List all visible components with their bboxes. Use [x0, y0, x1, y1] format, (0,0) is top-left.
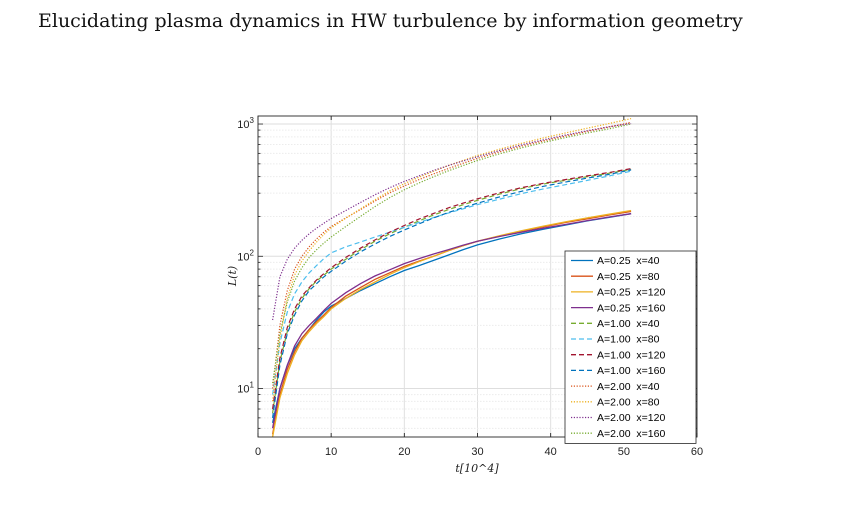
x-tick-label: 0 [255, 446, 261, 458]
y-tick-label-exponent: 2 [250, 248, 255, 257]
x-tick-label: 40 [545, 446, 557, 458]
y-tick-label-exponent: 3 [250, 116, 255, 125]
y-tick-label-base: 10 [237, 251, 249, 263]
legend-entry-label: A=2.00 x=160 [597, 428, 665, 440]
legend-entry-label: A=2.00 x=80 [597, 397, 660, 409]
x-tick-label: 20 [398, 446, 410, 458]
y-axis-title: L(t) [226, 266, 239, 287]
axis-ticks [257, 116, 698, 437]
legend-entry-label: A=1.00 x=120 [597, 349, 665, 361]
y-tick-label: 101 [237, 381, 254, 396]
series-line-6 [272, 170, 632, 395]
legend-box [564, 250, 697, 444]
series-line-5 [272, 168, 632, 414]
series-line-10 [272, 118, 632, 402]
x-tick-label: 30 [471, 446, 483, 458]
legend-entry-label: A=2.00 x=120 [597, 412, 665, 424]
series-lines [271, 118, 632, 438]
legend-entry-label: A=0.25 x=40 [597, 255, 660, 267]
y-tick-label-base: 10 [237, 119, 249, 131]
series-line-8 [272, 169, 632, 418]
legend-entry-label: A=0.25 x=160 [597, 302, 665, 314]
series-line-4 [271, 213, 632, 429]
x-tick-label: 60 [691, 446, 703, 458]
legend-entry-label: A=2.00 x=40 [597, 381, 660, 393]
y-axis-title-text: L(t) [226, 266, 239, 287]
y-tick-label: 103 [237, 116, 254, 131]
y-tick-label-base: 10 [237, 384, 249, 396]
series-line-3 [271, 209, 632, 438]
legend-entry-label: A=0.25 x=120 [597, 287, 665, 299]
legend-entry-label: A=1.00 x=80 [597, 334, 660, 346]
legend-entry-label: A=0.25 x=80 [597, 271, 660, 283]
page-title: Elucidating plasma dynamics in HW turbul… [38, 10, 743, 32]
x-tick-label: 10 [325, 446, 337, 458]
legend: A=0.25 x=40 A=0.25 x=80 A=0.25 x=120 A=0.25… [564, 250, 697, 444]
series-line-7 [272, 168, 632, 410]
x-axis-title: t[10^4] [455, 462, 499, 475]
x-tick-label: 50 [618, 446, 630, 458]
y-tick-label-exponent: 1 [250, 381, 255, 390]
series-line-12 [272, 123, 632, 384]
legend-entry-label: A=1.00 x=160 [597, 365, 665, 377]
legend-entry-label: A=1.00 x=40 [597, 318, 660, 330]
x-axis-title-text: t[10^4] [455, 462, 499, 475]
y-tick-label: 102 [237, 248, 254, 263]
